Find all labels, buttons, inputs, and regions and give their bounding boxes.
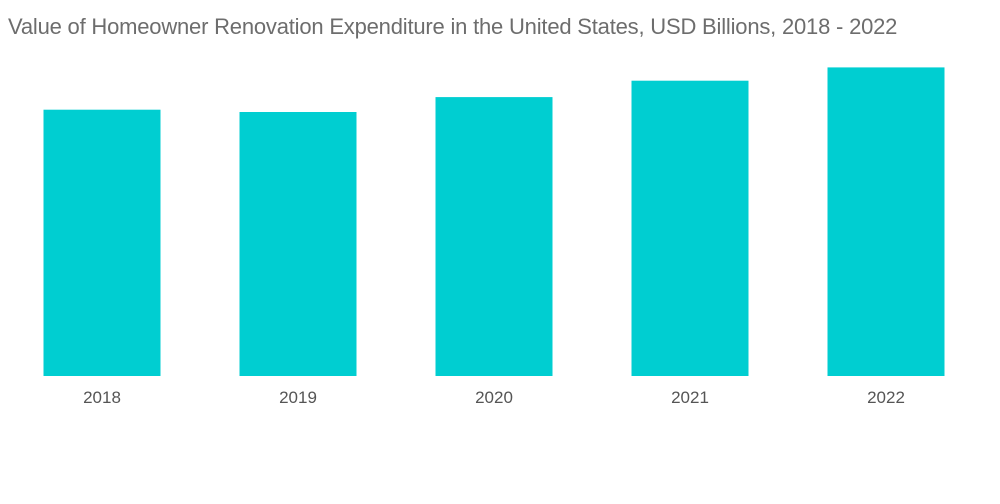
x-tick-label-2018: 2018 <box>83 388 121 407</box>
chart-title: Value of Homeowner Renovation Expenditur… <box>8 14 898 39</box>
bar-group <box>43 67 945 377</box>
bar-2019 <box>239 112 357 376</box>
bar-2020 <box>435 97 553 376</box>
x-tick-label-2019: 2019 <box>279 388 317 407</box>
x-tick-label-2021: 2021 <box>671 388 709 407</box>
x-tick-label-2020: 2020 <box>475 388 513 407</box>
x-tick-label-2022: 2022 <box>867 388 905 407</box>
bar-2018 <box>43 109 161 376</box>
x-axis-ticks: 2018 2019 2020 2021 2022 <box>83 388 905 407</box>
bar-2022 <box>827 67 945 377</box>
bar-2021 <box>631 80 749 376</box>
